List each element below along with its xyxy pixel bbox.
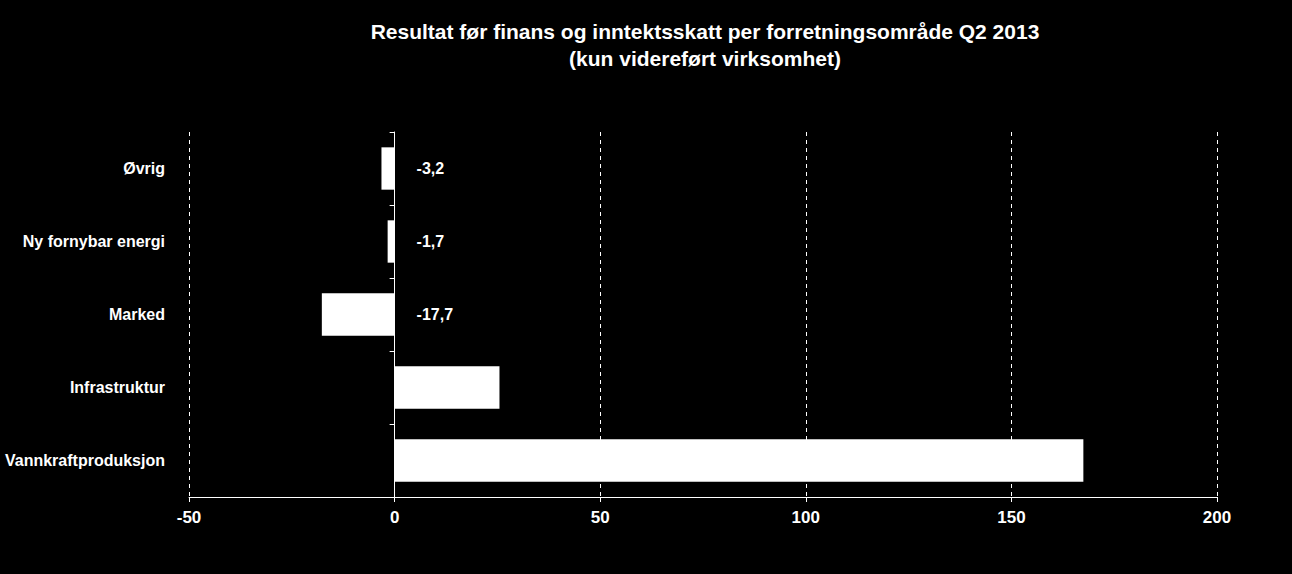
- svg-text:Infrastruktur: Infrastruktur: [70, 379, 165, 396]
- svg-text:0: 0: [390, 508, 399, 527]
- svg-text:-17,7: -17,7: [417, 306, 454, 323]
- svg-text:100: 100: [792, 508, 820, 527]
- svg-text:-1,7: -1,7: [417, 233, 445, 250]
- svg-text:Øvrig: Øvrig: [123, 160, 165, 177]
- svg-text:200: 200: [1203, 508, 1231, 527]
- svg-text:Marked: Marked: [109, 306, 165, 323]
- svg-text:50: 50: [591, 508, 610, 527]
- svg-text:(kun videreført virksomhet): (kun videreført virksomhet): [569, 47, 841, 70]
- svg-text:Ny fornybar energi: Ny fornybar energi: [23, 233, 165, 250]
- svg-text:-50: -50: [177, 508, 202, 527]
- svg-text:Vannkraftproduksjon: Vannkraftproduksjon: [5, 452, 165, 469]
- svg-text:-3,2: -3,2: [417, 160, 445, 177]
- svg-text:Resultat før finans og inntekt: Resultat før finans og inntektsskatt per…: [371, 20, 1040, 43]
- svg-text:150: 150: [997, 508, 1025, 527]
